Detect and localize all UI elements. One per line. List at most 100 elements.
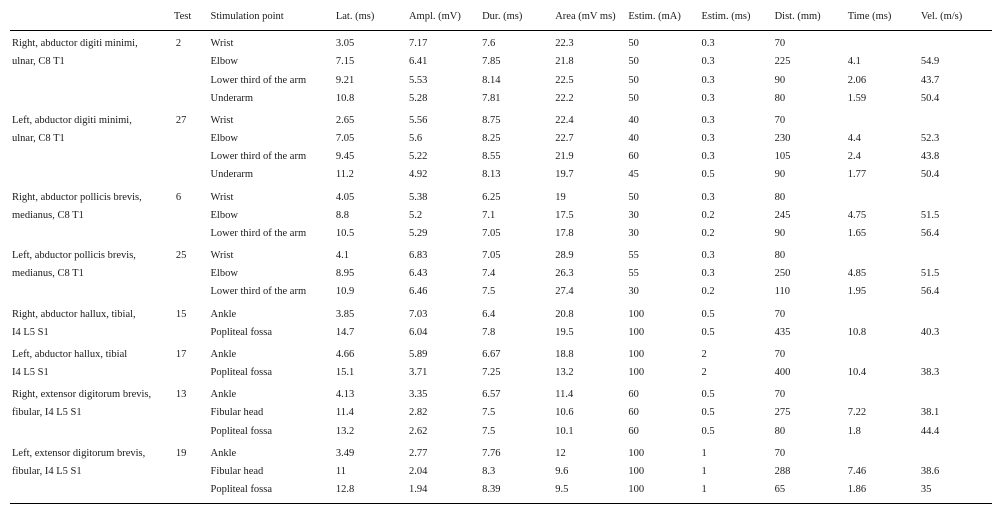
group-label-cell bbox=[10, 72, 172, 90]
time-cell: 1.77 bbox=[846, 166, 919, 184]
lat-cell: 14.7 bbox=[334, 324, 407, 342]
dur-cell: 6.67 bbox=[480, 342, 553, 364]
dist-cell: 80 bbox=[773, 185, 846, 207]
vel-cell bbox=[919, 108, 992, 130]
estim_ms-cell: 2 bbox=[699, 364, 772, 382]
ampl-cell: 2.04 bbox=[407, 463, 480, 481]
time-cell: 1.65 bbox=[846, 225, 919, 243]
table-row: I4 L5 S1Popliteal fossa15.13.717.2513.21… bbox=[10, 364, 992, 382]
dur-cell: 7.1 bbox=[480, 207, 553, 225]
col-header-estim-ma: Estim. (mA) bbox=[626, 6, 699, 31]
estim_ma-cell: 55 bbox=[626, 265, 699, 283]
area-cell: 22.7 bbox=[553, 130, 626, 148]
stim-cell: Popliteal fossa bbox=[208, 364, 333, 382]
estim_ms-cell: 0.3 bbox=[699, 53, 772, 71]
estim_ms-cell: 1 bbox=[699, 481, 772, 504]
group-label-cell bbox=[10, 423, 172, 441]
stim-cell: Lower third of the arm bbox=[208, 225, 333, 243]
estim_ma-cell: 100 bbox=[626, 342, 699, 364]
table-row: fibular, I4 L5 S1Fibular head112.048.39.… bbox=[10, 463, 992, 481]
time-cell bbox=[846, 382, 919, 404]
dur-cell: 8.14 bbox=[480, 72, 553, 90]
dist-cell: 70 bbox=[773, 441, 846, 463]
ampl-cell: 5.22 bbox=[407, 148, 480, 166]
lat-cell: 11 bbox=[334, 463, 407, 481]
ampl-cell: 5.53 bbox=[407, 72, 480, 90]
dist-cell: 80 bbox=[773, 243, 846, 265]
estim_ma-cell: 60 bbox=[626, 382, 699, 404]
estim_ma-cell: 60 bbox=[626, 404, 699, 422]
lat-cell: 9.21 bbox=[334, 72, 407, 90]
time-cell: 2.4 bbox=[846, 148, 919, 166]
stim-cell: Wrist bbox=[208, 243, 333, 265]
table-row: Left, abductor digiti minimi,27Wrist2.65… bbox=[10, 108, 992, 130]
group-label-cell bbox=[10, 225, 172, 243]
dur-cell: 8.13 bbox=[480, 166, 553, 184]
dist-cell: 80 bbox=[773, 423, 846, 441]
ampl-cell: 7.17 bbox=[407, 31, 480, 54]
lat-cell: 10.5 bbox=[334, 225, 407, 243]
stim-cell: Ankle bbox=[208, 302, 333, 324]
estim_ma-cell: 50 bbox=[626, 185, 699, 207]
stim-cell: Underarm bbox=[208, 90, 333, 108]
test-cell bbox=[172, 90, 209, 108]
time-cell: 7.46 bbox=[846, 463, 919, 481]
test-cell bbox=[172, 404, 209, 422]
test-cell: 2 bbox=[172, 31, 209, 54]
dur-cell: 8.75 bbox=[480, 108, 553, 130]
group-label-cell: Right, abductor hallux, tibial, bbox=[10, 302, 172, 324]
table-row: Lower third of the arm9.215.538.1422.550… bbox=[10, 72, 992, 90]
estim_ma-cell: 100 bbox=[626, 481, 699, 504]
ampl-cell: 5.6 bbox=[407, 130, 480, 148]
dist-cell: 105 bbox=[773, 148, 846, 166]
dist-cell: 65 bbox=[773, 481, 846, 504]
col-header-lat: Lat. (ms) bbox=[334, 6, 407, 31]
area-cell: 20.8 bbox=[553, 302, 626, 324]
dur-cell: 7.5 bbox=[480, 283, 553, 301]
stim-cell: Lower third of the arm bbox=[208, 283, 333, 301]
estim_ms-cell: 0.3 bbox=[699, 185, 772, 207]
dur-cell: 7.4 bbox=[480, 265, 553, 283]
vel-cell: 54.9 bbox=[919, 53, 992, 71]
estim_ms-cell: 0.5 bbox=[699, 382, 772, 404]
estim_ms-cell: 1 bbox=[699, 441, 772, 463]
estim_ms-cell: 0.3 bbox=[699, 31, 772, 54]
vel-cell: 38.6 bbox=[919, 463, 992, 481]
estim_ma-cell: 30 bbox=[626, 225, 699, 243]
table-body: Right, abductor digiti minimi,2Wrist3.05… bbox=[10, 31, 992, 504]
estim_ma-cell: 50 bbox=[626, 90, 699, 108]
area-cell: 22.3 bbox=[553, 31, 626, 54]
estim_ma-cell: 50 bbox=[626, 31, 699, 54]
lat-cell: 7.15 bbox=[334, 53, 407, 71]
stim-cell: Underarm bbox=[208, 166, 333, 184]
test-cell bbox=[172, 283, 209, 301]
test-cell: 17 bbox=[172, 342, 209, 364]
group-label-cell bbox=[10, 148, 172, 166]
lat-cell: 13.2 bbox=[334, 423, 407, 441]
group-label-cell: I4 L5 S1 bbox=[10, 324, 172, 342]
area-cell: 22.4 bbox=[553, 108, 626, 130]
lat-cell: 11.4 bbox=[334, 404, 407, 422]
group-label-cell: fibular, I4 L5 S1 bbox=[10, 404, 172, 422]
lat-cell: 4.05 bbox=[334, 185, 407, 207]
lat-cell: 15.1 bbox=[334, 364, 407, 382]
dur-cell: 7.05 bbox=[480, 225, 553, 243]
table-row: Left, abductor hallux, tibial17Ankle4.66… bbox=[10, 342, 992, 364]
time-cell: 2.06 bbox=[846, 72, 919, 90]
col-header-label bbox=[10, 6, 172, 31]
vel-cell bbox=[919, 31, 992, 54]
time-cell bbox=[846, 243, 919, 265]
time-cell bbox=[846, 441, 919, 463]
ampl-cell: 5.38 bbox=[407, 185, 480, 207]
area-cell: 9.6 bbox=[553, 463, 626, 481]
table-row: Right, abductor hallux, tibial,15Ankle3.… bbox=[10, 302, 992, 324]
dur-cell: 7.8 bbox=[480, 324, 553, 342]
dist-cell: 250 bbox=[773, 265, 846, 283]
area-cell: 19.5 bbox=[553, 324, 626, 342]
area-cell: 9.5 bbox=[553, 481, 626, 504]
table-row: ulnar, C8 T1Elbow7.156.417.8521.8500.322… bbox=[10, 53, 992, 71]
dist-cell: 70 bbox=[773, 342, 846, 364]
table-row: medianus, C8 T1Elbow8.85.27.117.5300.224… bbox=[10, 207, 992, 225]
vel-cell: 56.4 bbox=[919, 225, 992, 243]
group-label-cell: ulnar, C8 T1 bbox=[10, 130, 172, 148]
